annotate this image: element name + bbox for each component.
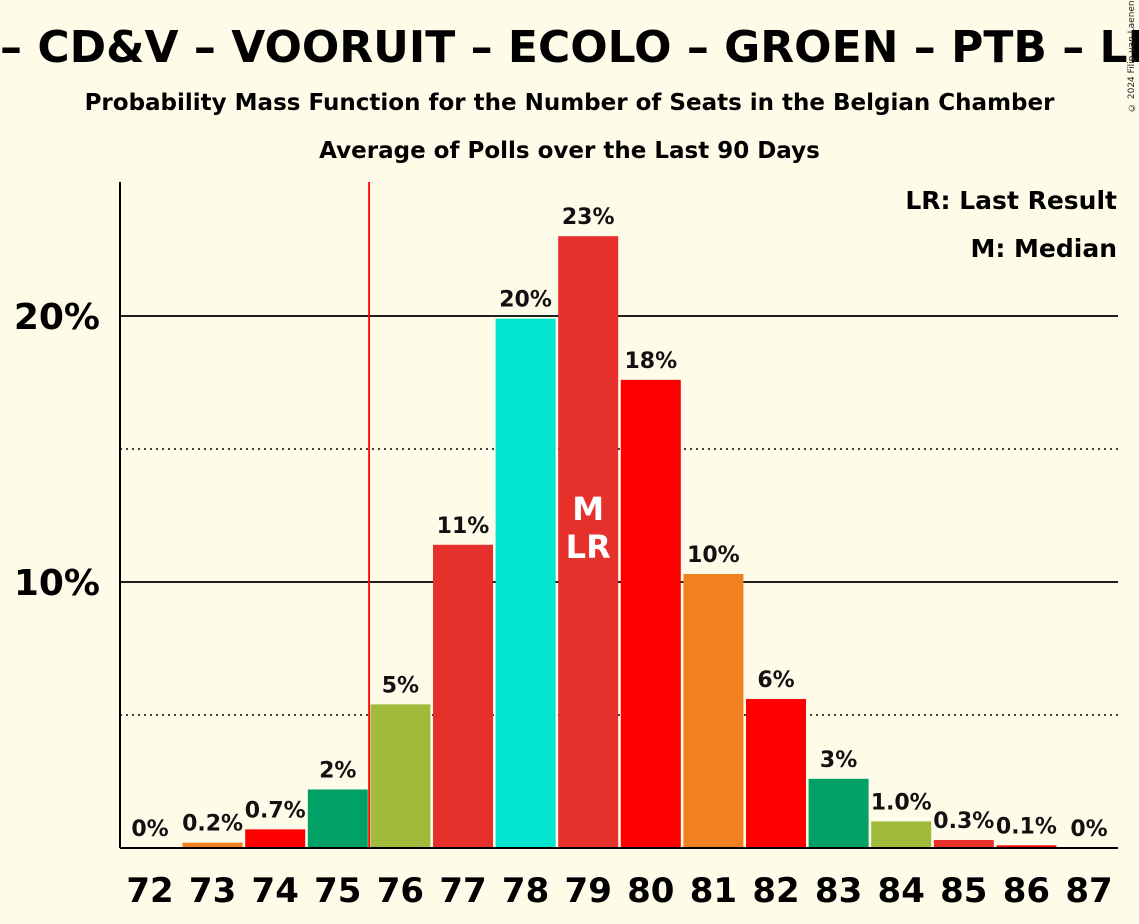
bar-85 (933, 840, 994, 848)
x-tick-label: 76 (377, 871, 424, 911)
bar-82 (746, 699, 806, 848)
x-tick-label: 84 (878, 871, 925, 911)
data-label: 0.1% (996, 814, 1057, 839)
chart-subtitle-2: Average of Polls over the Last 90 Days (319, 138, 820, 164)
data-label: 23% (562, 205, 615, 230)
bar-81 (683, 574, 744, 848)
bar-75 (307, 789, 368, 848)
data-label: 1.0% (871, 790, 932, 815)
x-tick-label: 72 (126, 871, 173, 911)
y-tick-label: 10% (14, 563, 100, 604)
bar-77 (433, 544, 493, 848)
bar-79 (558, 236, 619, 848)
x-tick-label: 78 (502, 871, 549, 911)
data-label: 20% (499, 288, 552, 313)
data-label: 2% (319, 758, 356, 783)
x-tick-label: 74 (252, 871, 299, 911)
x-tick-label: 85 (940, 871, 987, 911)
x-tick-label: 73 (189, 871, 236, 911)
data-label: 10% (687, 543, 740, 568)
x-tick-label: 77 (439, 871, 486, 911)
data-label: 0.3% (933, 809, 994, 834)
x-tick-label: 83 (815, 871, 862, 911)
bar-80 (620, 379, 681, 848)
data-label: 0% (131, 817, 168, 842)
bar-74 (245, 829, 306, 848)
last-result-marker: LR (566, 528, 611, 566)
x-tick-label: 87 (1065, 871, 1112, 911)
x-tick-label: 86 (1003, 871, 1050, 911)
bar-84 (871, 821, 932, 848)
bar-73 (182, 842, 243, 848)
data-label: 5% (382, 673, 419, 698)
data-label: 6% (757, 668, 794, 693)
data-label: 0.2% (182, 812, 243, 837)
bar-76 (370, 704, 431, 848)
legend-entry: M: Median (970, 234, 1117, 263)
x-tick-label: 79 (565, 871, 612, 911)
bar-86 (996, 845, 1057, 848)
x-tick-label: 81 (690, 871, 737, 911)
x-tick-label: 75 (314, 871, 361, 911)
chart-title: – CD&V – VOORUIT – ECOLO – GROEN – PTB –… (0, 22, 1139, 73)
chart-subtitle: Probability Mass Function for the Number… (84, 90, 1055, 116)
data-label: 0% (1070, 817, 1107, 842)
bar-78 (495, 318, 556, 848)
legend-entry: LR: Last Result (905, 186, 1117, 215)
median-marker: M (572, 490, 604, 528)
bar-83 (808, 778, 869, 848)
x-tick-label: 82 (752, 871, 799, 911)
data-label: 3% (820, 748, 857, 773)
data-label: 0.7% (245, 798, 306, 823)
y-tick-label: 20% (14, 297, 100, 338)
data-label: 18% (624, 349, 677, 374)
data-label: 11% (437, 514, 490, 539)
x-tick-label: 80 (627, 871, 674, 911)
